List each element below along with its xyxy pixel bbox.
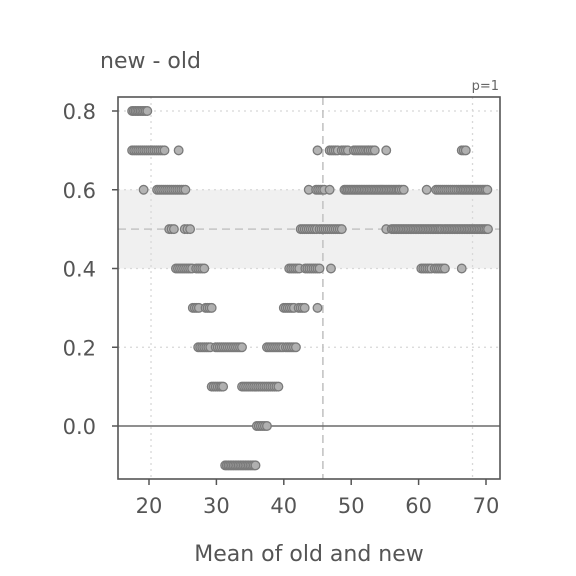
data-point	[369, 145, 380, 156]
data-point	[456, 263, 467, 274]
data-point	[185, 224, 196, 235]
data-point	[381, 145, 392, 156]
data-point	[299, 302, 310, 313]
data-point	[421, 184, 432, 195]
data-point	[483, 224, 493, 235]
chart-title: new - old	[100, 49, 201, 74]
data-point	[398, 184, 409, 195]
data-point	[290, 342, 301, 353]
data-point	[159, 145, 170, 156]
data-point	[199, 263, 210, 274]
x-tick-label: 20	[136, 494, 163, 518]
y-tick-label: 0.2	[63, 336, 96, 360]
x-tick-label: 30	[203, 494, 230, 518]
data-point	[312, 302, 323, 313]
grid-layer	[118, 97, 500, 479]
data-point	[250, 460, 261, 471]
tick-labels-layer: 20 30 40 50 60 70 0.0 0.2 0.4 0.6 0.8	[63, 100, 500, 518]
reference-lines-layer	[118, 97, 500, 479]
x-axis-title: Mean of old and new	[194, 542, 424, 567]
data-point	[273, 381, 284, 392]
data-points-layer	[127, 106, 493, 471]
p-value-annotation: p=1	[472, 79, 499, 94]
x-tick-label: 60	[405, 494, 432, 518]
x-tick-label: 50	[338, 494, 365, 518]
data-point	[142, 106, 153, 116]
data-point	[218, 381, 229, 392]
data-point	[206, 302, 217, 313]
data-point	[439, 263, 450, 274]
data-point	[173, 145, 184, 156]
data-point	[168, 224, 179, 235]
data-point	[262, 421, 272, 431]
data-point	[324, 184, 335, 195]
data-point	[460, 145, 471, 156]
data-point	[482, 184, 493, 195]
data-point	[314, 263, 325, 274]
data-point	[326, 263, 336, 274]
axes-layer	[112, 96, 501, 485]
y-tick-label: 0.4	[63, 258, 96, 282]
data-point	[237, 342, 247, 353]
plot-frame	[117, 96, 501, 480]
x-tick-label: 40	[270, 494, 297, 518]
y-tick-label: 0.0	[63, 415, 96, 439]
data-point	[312, 145, 323, 156]
y-tick-label: 0.6	[63, 179, 96, 203]
y-tick-label: 0.8	[63, 100, 96, 124]
data-point	[180, 184, 191, 195]
data-point	[138, 184, 149, 195]
data-point	[336, 224, 347, 235]
x-tick-label: 70	[473, 494, 500, 518]
